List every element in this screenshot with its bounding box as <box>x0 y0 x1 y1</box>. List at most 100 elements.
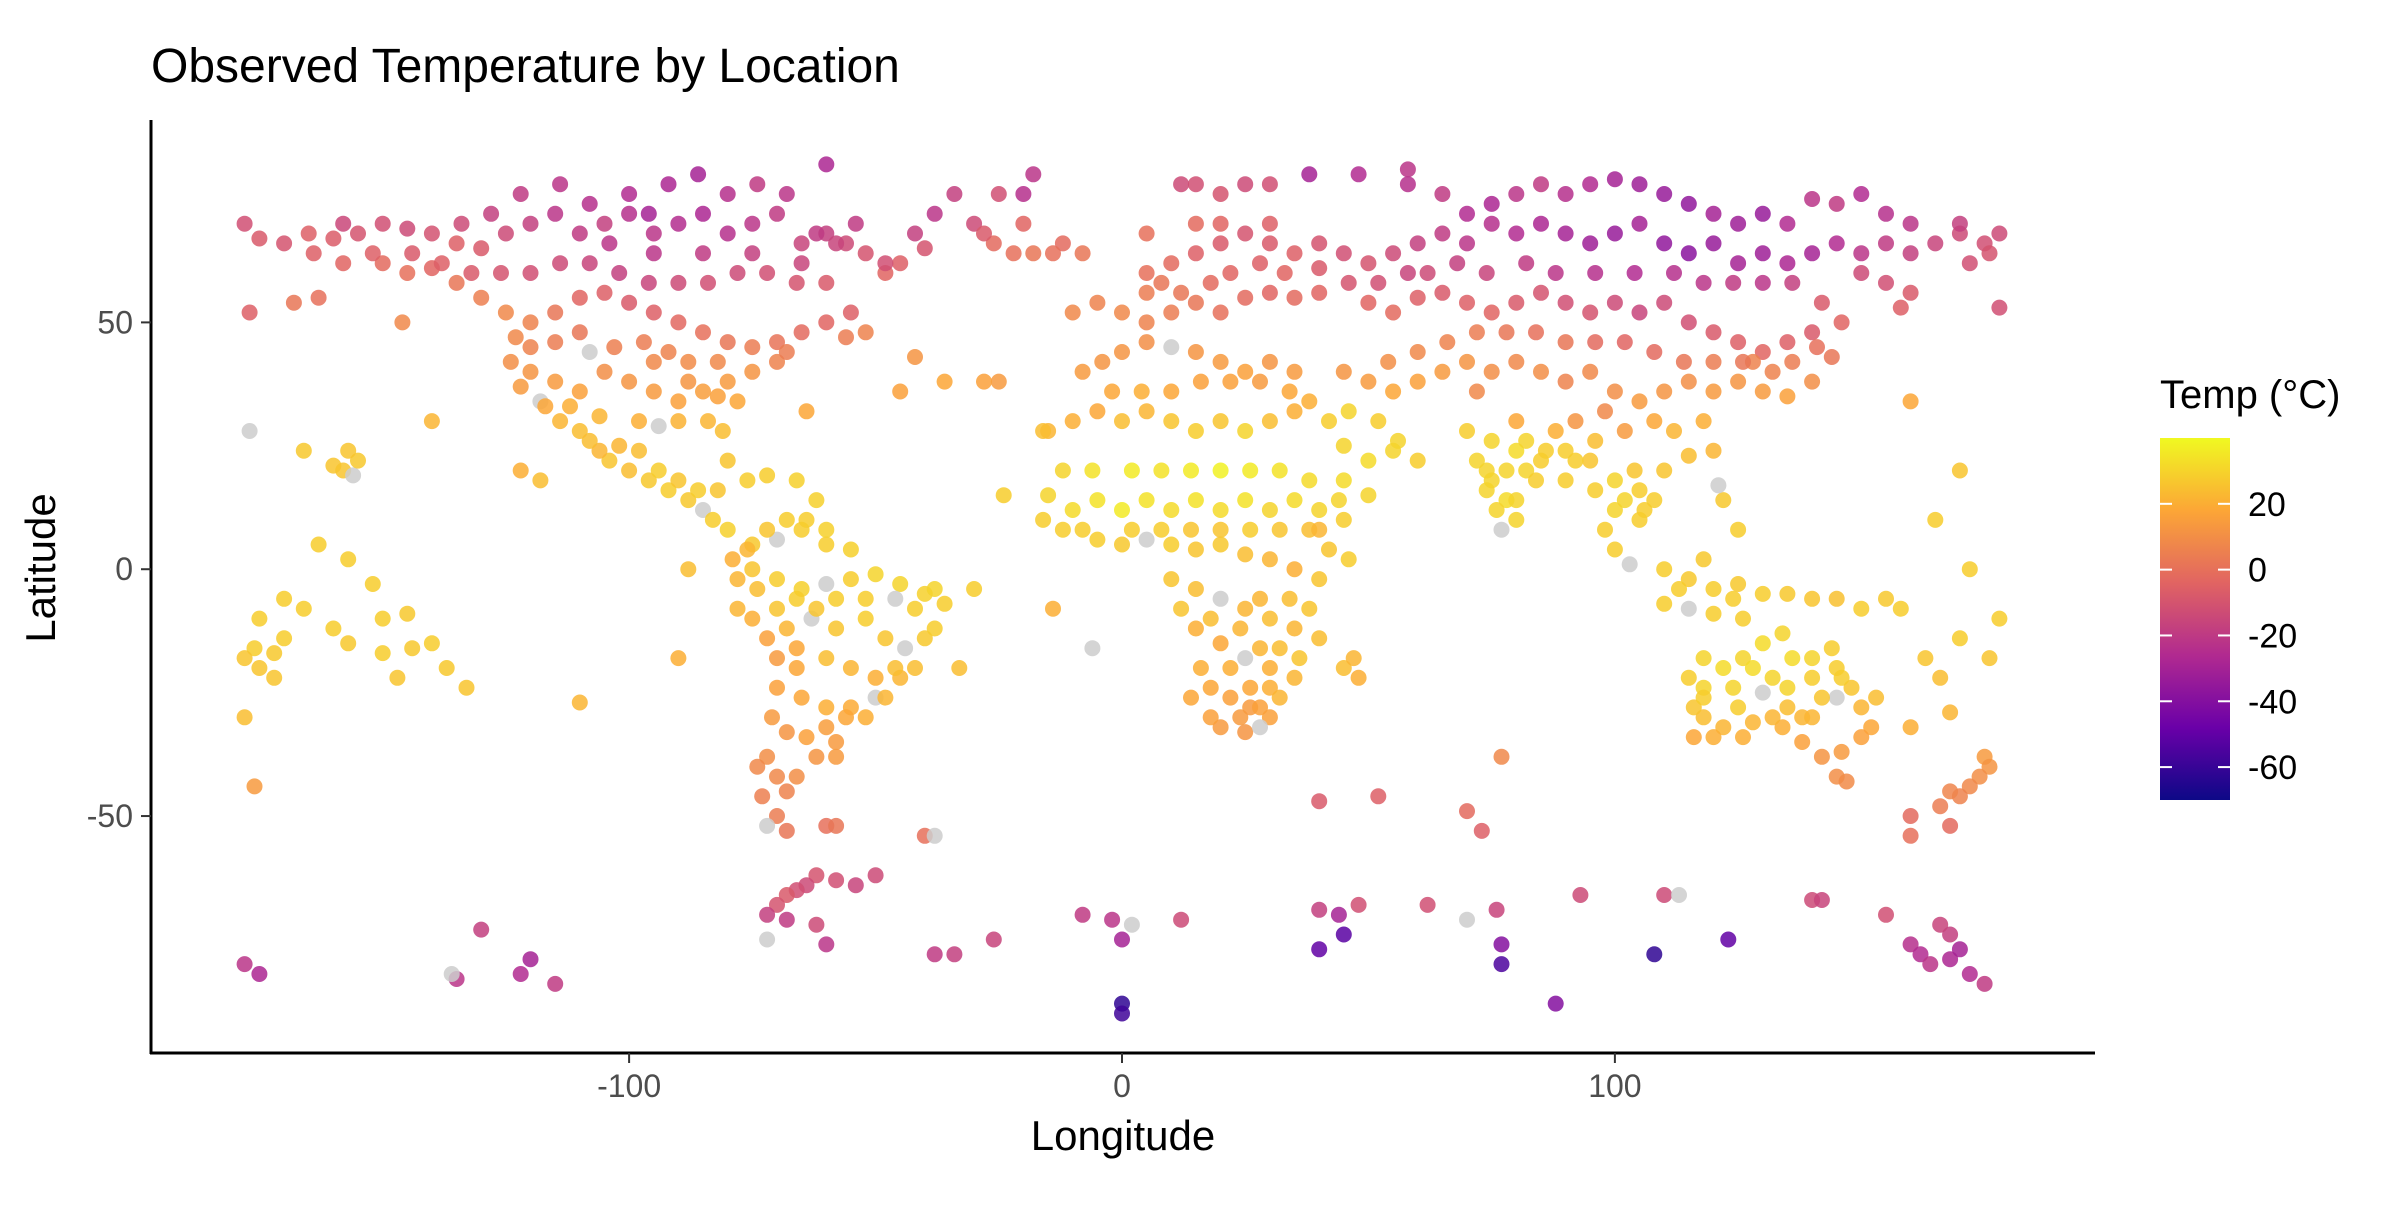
data-point <box>1222 689 1239 706</box>
data-point <box>1828 195 1845 212</box>
data-point <box>1335 660 1352 676</box>
data-point <box>537 398 554 415</box>
data-point <box>1286 492 1303 509</box>
data-point <box>1212 413 1229 430</box>
data-point <box>759 630 776 647</box>
data-point <box>1498 324 1515 341</box>
data-point <box>1730 215 1747 232</box>
data-point <box>1537 442 1554 459</box>
data-point <box>1478 482 1495 499</box>
data-point <box>325 620 342 637</box>
data-point <box>650 418 667 435</box>
data-point <box>946 186 963 202</box>
data-point <box>887 660 904 676</box>
data-point <box>621 294 638 311</box>
data-point <box>1187 423 1204 439</box>
data-point <box>1508 225 1525 242</box>
data-point <box>808 748 825 765</box>
data-point <box>1695 274 1712 291</box>
data-point <box>867 566 884 583</box>
data-point <box>1360 294 1377 311</box>
data-point <box>1902 215 1919 232</box>
data-point <box>1616 334 1633 351</box>
data-point <box>1163 255 1180 272</box>
data-point <box>1680 571 1697 588</box>
data-point <box>1961 255 1978 272</box>
data-point <box>1705 729 1722 746</box>
data-point <box>907 600 923 617</box>
data-point <box>1961 778 1978 795</box>
data-point <box>1187 215 1204 232</box>
data-point <box>1271 521 1288 538</box>
data-point <box>778 887 795 903</box>
y-tick-label: 50 <box>97 304 133 340</box>
data-point <box>1991 225 2008 242</box>
data-point <box>1705 235 1722 252</box>
data-point <box>769 650 785 667</box>
data-point <box>1242 521 1259 538</box>
data-point <box>1478 265 1495 281</box>
data-point <box>1459 205 1475 222</box>
data-point <box>1360 452 1377 469</box>
data-point <box>719 225 736 242</box>
legend-title: Temp (°C) <box>2160 373 2340 417</box>
data-point <box>680 353 697 370</box>
data-point <box>744 339 761 356</box>
data-point <box>1237 600 1254 617</box>
data-point <box>522 363 539 380</box>
data-point <box>1754 245 1771 262</box>
data-point <box>1754 205 1771 222</box>
data-point <box>1089 492 1106 509</box>
data-point <box>1074 363 1091 380</box>
data-point <box>1237 650 1254 667</box>
data-point <box>897 640 914 657</box>
data-point <box>1311 284 1328 301</box>
data-point <box>1252 373 1268 390</box>
data-point <box>808 225 825 242</box>
data-point <box>1784 650 1801 667</box>
data-point <box>680 561 697 578</box>
data-point <box>325 230 342 247</box>
data-point <box>345 467 362 484</box>
data-point <box>1878 235 1894 252</box>
data-point <box>1261 176 1278 193</box>
data-point <box>1695 689 1712 706</box>
data-point <box>695 383 711 400</box>
data-point <box>1261 215 1278 232</box>
data-point <box>562 398 578 415</box>
data-point <box>1705 324 1722 341</box>
data-point <box>1695 551 1712 568</box>
data-point <box>1784 353 1801 370</box>
data-point <box>842 571 859 588</box>
data-point <box>719 521 736 538</box>
data-point <box>1054 235 1071 252</box>
data-point <box>1932 669 1949 686</box>
y-axis-title: Latitude <box>17 493 64 642</box>
data-point <box>695 502 711 518</box>
data-point <box>842 660 859 676</box>
data-point <box>1488 502 1505 518</box>
data-point <box>769 679 785 696</box>
legend-ticks: 20 0 -20 -40 -60 <box>2160 486 2297 787</box>
data-point <box>1735 610 1751 627</box>
data-point <box>1981 650 1998 667</box>
data-point <box>1335 245 1352 262</box>
data-point <box>1468 452 1485 469</box>
data-point <box>1794 734 1811 750</box>
data-point <box>1335 926 1352 943</box>
data-point <box>1902 808 1919 824</box>
data-point <box>645 225 662 242</box>
data-point <box>1153 274 1170 291</box>
data-point <box>1064 304 1081 321</box>
data-point <box>246 778 263 795</box>
data-point <box>709 388 726 405</box>
data-point <box>1187 344 1204 360</box>
data-point <box>1730 255 1747 272</box>
data-point <box>1533 215 1549 232</box>
data-point <box>1459 294 1475 311</box>
data-point <box>1720 931 1737 948</box>
data-point <box>1853 265 1870 281</box>
data-point <box>700 413 716 430</box>
data-point <box>788 590 805 607</box>
data-point <box>1754 635 1771 652</box>
